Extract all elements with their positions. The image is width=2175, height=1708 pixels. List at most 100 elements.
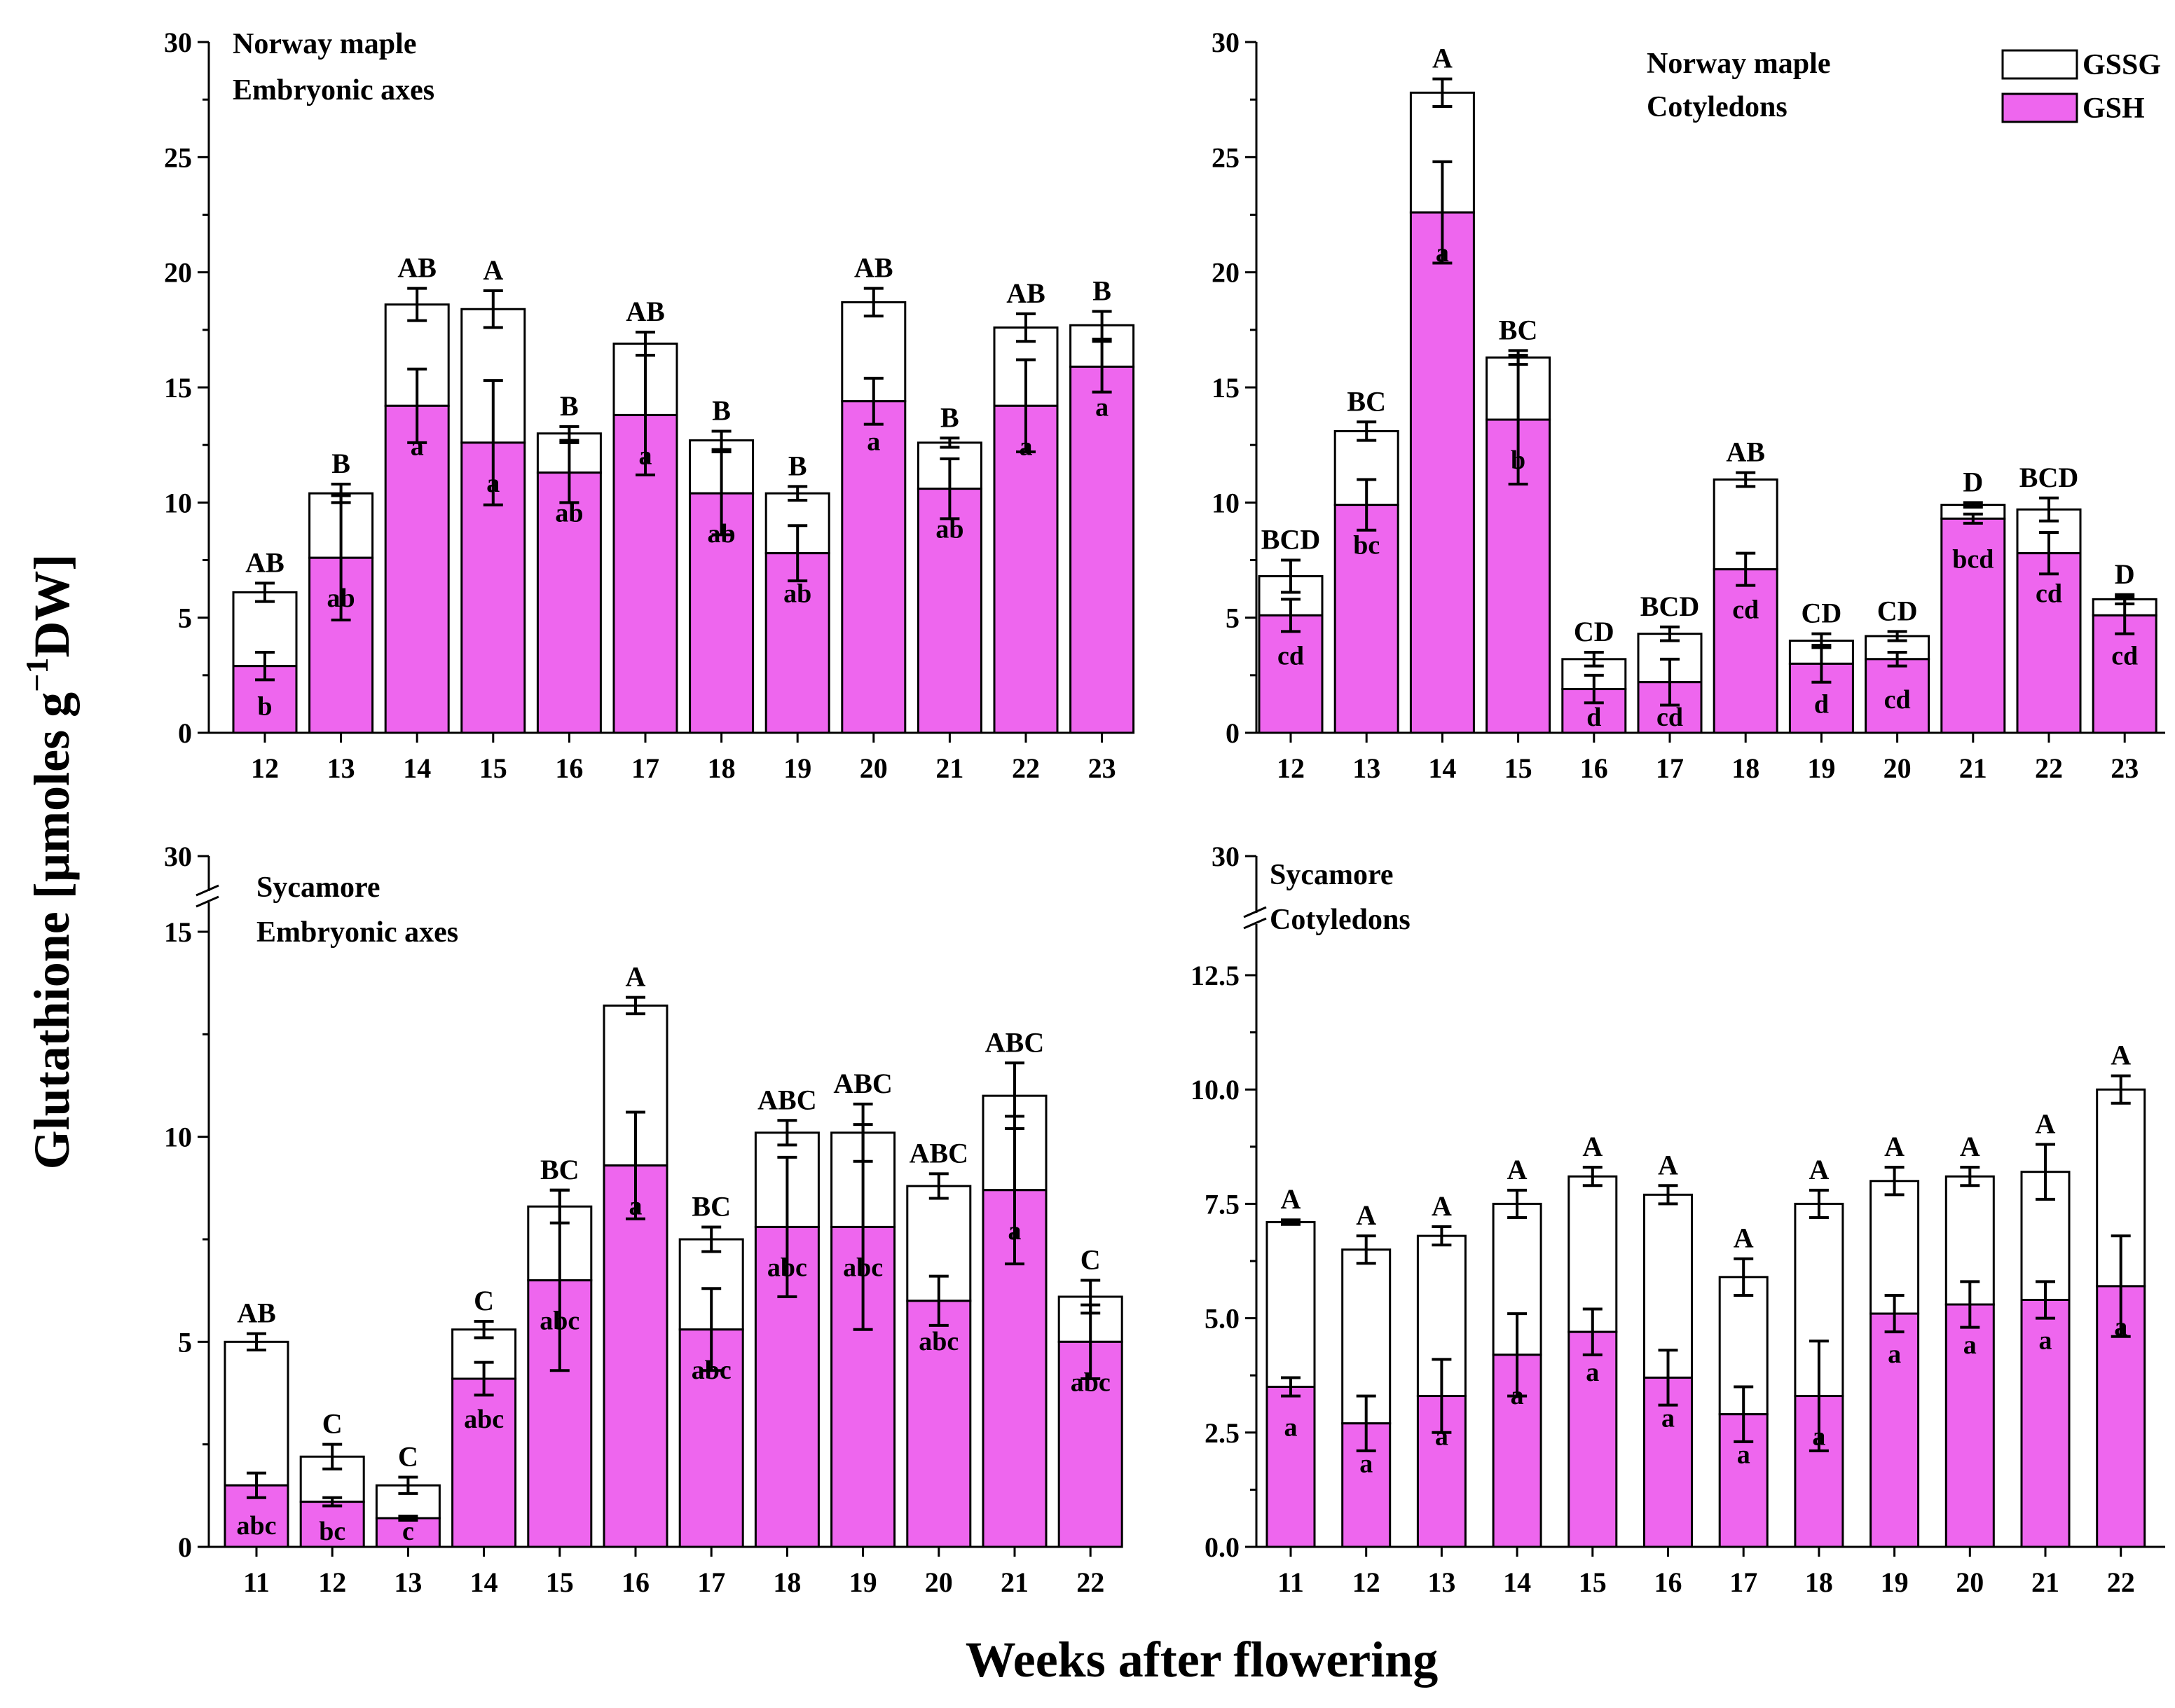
panel-sycamore-embryonic-axes: Sycamore Embryonic axes 0510153011ABabc1… [164, 841, 1123, 1598]
significance-label-gsh: a [486, 469, 500, 498]
significance-label-gsh: a [1436, 238, 1449, 268]
significance-label-gssg: A [1432, 43, 1453, 74]
legend-swatch-gsh [2001, 92, 2078, 123]
significance-label-gssg: D [2115, 558, 2135, 590]
bar-gsh [1940, 517, 2006, 734]
bar-gsh [1869, 1312, 1920, 1548]
significance-label-gssg: AB [1006, 277, 1045, 309]
significance-label-gsh: ab [708, 519, 736, 549]
significance-label-gsh: a [1008, 1216, 1022, 1246]
significance-label-gssg: AB [626, 296, 665, 327]
significance-label-gsh: bc [319, 1517, 345, 1546]
bar-gsh [993, 404, 1059, 734]
bar-gsh [917, 488, 982, 734]
x-tick-label: 23 [2111, 752, 2139, 784]
x-tick-label: 18 [708, 752, 736, 784]
significance-label-gssg: C [1080, 1244, 1101, 1276]
significance-label-gsh: abc [464, 1405, 504, 1434]
significance-label-gssg: AB [397, 252, 437, 284]
x-tick-label: 19 [1881, 1566, 1909, 1598]
panel-norway-maple-cotyledons: Norway maple Cotyledons 0 5 10 15 20 25 30 12 BC… [1212, 27, 2165, 784]
y-tick-label: 10.0 [1191, 1074, 1240, 1106]
x-tick-label: 12 [1277, 752, 1305, 784]
significance-label-gsh: a [639, 441, 652, 470]
significance-label-gssg: BC [692, 1190, 731, 1222]
legend: GSSG GSH [2001, 49, 2161, 125]
x-tick-label: 16 [1654, 1566, 1682, 1598]
x-tick-label: 22 [1076, 1566, 1104, 1598]
significance-label-gssg: B [940, 401, 959, 433]
x-tick-label: 17 [1656, 752, 1684, 784]
significance-label-gssg: CD [1574, 616, 1614, 647]
significance-label-gsh: cd [2111, 641, 2138, 670]
bar-gsh [299, 1501, 365, 1548]
significance-label-gsh: a [1888, 1339, 1901, 1369]
x-tick-label: 23 [1088, 752, 1116, 784]
y-tick-label: 5.0 [1205, 1303, 1240, 1335]
significance-label-gssg: ABC [910, 1137, 968, 1169]
significance-label-gsh: c [402, 1517, 414, 1546]
x-tick-label: 14 [403, 752, 431, 784]
significance-label-gsh: ab [327, 584, 355, 613]
y-tick-label: 0 [178, 717, 192, 749]
x-tick-label: 21 [1001, 1566, 1029, 1598]
y-tick-label: 10 [1212, 487, 1240, 518]
y-tick-label: 12.5 [1191, 960, 1240, 991]
x-tick-label: 18 [1805, 1566, 1833, 1598]
x-tick-label: 13 [327, 752, 355, 784]
significance-label-gsh: a [1284, 1413, 1298, 1442]
significance-label-gssg: ABC [833, 1068, 892, 1099]
x-tick-label: 13 [1427, 1566, 1455, 1598]
y-axis-title-prefix: Glutathione [µmoles g [24, 692, 80, 1169]
y-tick-label: 10 [164, 1122, 192, 1153]
bar-gsh [612, 413, 678, 734]
x-tick-label: 22 [2107, 1566, 2135, 1598]
significance-label-gsh: a [1095, 392, 1109, 422]
y-tick-label: 15 [1212, 372, 1240, 404]
x-tick-label: 15 [1579, 1566, 1607, 1598]
axis-break-mark [195, 895, 219, 908]
panel-title-line-1: Sycamore [1270, 859, 1394, 891]
significance-label-gsh: a [2114, 1312, 2127, 1342]
significance-label-gssg: A [1281, 1183, 1301, 1215]
x-tick-label: 14 [470, 1566, 498, 1598]
significance-label-gssg: B [788, 450, 807, 481]
bar-gsh [754, 1225, 820, 1548]
significance-label-gsh: abc [692, 1356, 732, 1385]
bar-gssg [1869, 1180, 1920, 1315]
x-tick-label: 19 [1807, 752, 1835, 784]
bar-gsh [1258, 614, 1324, 734]
y-axis-title-suffix: DW] [24, 554, 80, 658]
y-tick-label: 7.5 [1205, 1188, 1240, 1220]
y-tick-label: 5 [178, 1326, 192, 1358]
x-tick-label: 19 [783, 752, 811, 784]
x-tick-label: 15 [1504, 752, 1532, 784]
x-tick-label: 16 [555, 752, 583, 784]
x-tick-label: 14 [1428, 752, 1456, 784]
significance-label-gsh: a [1661, 1403, 1675, 1433]
significance-label-gsh: a [1586, 1358, 1599, 1387]
significance-label-gsh: ab [555, 499, 583, 528]
significance-label-gssg: A [626, 961, 646, 993]
significance-label-gssg: B [560, 390, 579, 422]
significance-label-gssg: AB [245, 546, 284, 578]
x-tick-label: 13 [394, 1566, 422, 1598]
significance-label-gssg: AB [237, 1297, 276, 1329]
y-tick-label: 0.0 [1205, 1531, 1240, 1563]
panel-title-line-1: Sycamore [256, 872, 380, 904]
y-tick-label: 15 [164, 372, 192, 404]
significance-label-gssg: BCD [2019, 462, 2078, 493]
bar-gsh [603, 1164, 668, 1548]
y-tick-label-break-top: 30 [164, 841, 192, 872]
panel-norway-maple-embryonic-axes: Norway maple Embryonic axes 0 5 10 15 20 25 30… [164, 27, 1135, 784]
bar-gssg [1341, 1248, 1392, 1425]
significance-label-gssg: B [331, 448, 350, 479]
x-tick-label: 15 [546, 1566, 574, 1598]
significance-label-gssg: A [1582, 1131, 1603, 1162]
y-axis-title: Glutathione [µmoles g−1DW] [19, 554, 80, 1170]
bar-gsh [536, 471, 602, 734]
significance-label-gsh: d [1586, 703, 1601, 732]
bar-gsh [451, 1377, 517, 1548]
bar-gsh [1265, 1386, 1316, 1548]
x-tick-label: 21 [935, 752, 963, 784]
